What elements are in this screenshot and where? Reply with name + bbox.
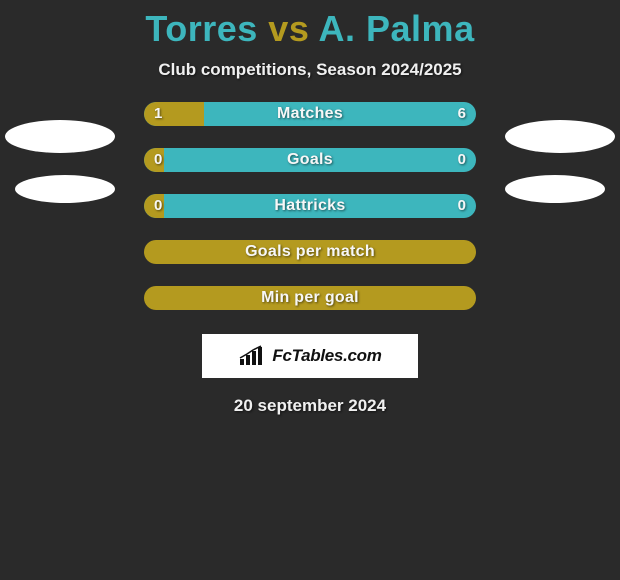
stat-row: 00Goals xyxy=(144,148,476,172)
player1-name: Torres xyxy=(145,8,257,49)
stat-row: Goals per match xyxy=(144,240,476,264)
date-text: 20 september 2024 xyxy=(0,396,620,416)
stat-label: Goals per match xyxy=(144,240,476,264)
stat-row: 16Matches xyxy=(144,102,476,126)
title-vs: vs xyxy=(268,8,309,49)
avatar-player2-bottom xyxy=(505,175,605,203)
page-title: Torres vs A. Palma xyxy=(0,0,620,50)
avatar-player1-bottom xyxy=(15,175,115,203)
stat-label: Goals xyxy=(144,148,476,172)
bar-chart-icon xyxy=(238,345,266,367)
avatar-player1-top xyxy=(5,120,115,153)
brand-box: FcTables.com xyxy=(202,334,418,378)
brand-text: FcTables.com xyxy=(272,346,381,366)
avatar-player2-top xyxy=(505,120,615,153)
stat-label: Hattricks xyxy=(144,194,476,218)
stat-row: 00Hattricks xyxy=(144,194,476,218)
player2-name: A. Palma xyxy=(319,8,475,49)
stat-label: Matches xyxy=(144,102,476,126)
stat-label: Min per goal xyxy=(144,286,476,310)
stat-row: Min per goal xyxy=(144,286,476,310)
subtitle: Club competitions, Season 2024/2025 xyxy=(0,60,620,80)
